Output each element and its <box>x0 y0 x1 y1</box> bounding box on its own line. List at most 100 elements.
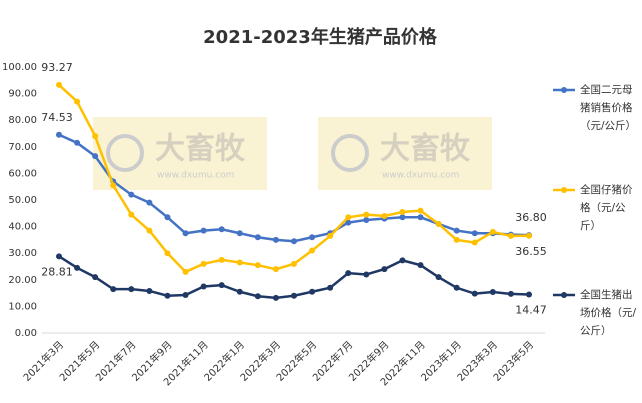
point <box>417 262 424 269</box>
point <box>507 290 514 297</box>
point <box>182 230 189 237</box>
legend-label: 全国仔猪价格（元/公斤） <box>580 184 633 232</box>
point <box>272 236 279 243</box>
point <box>236 259 243 266</box>
point <box>182 268 189 275</box>
point <box>272 294 279 301</box>
point <box>417 207 424 214</box>
y-tick-label: 30.00 <box>8 248 37 259</box>
point <box>399 214 406 221</box>
watermark-brand: 大畜牧 <box>155 132 246 167</box>
data-label: 14.47 <box>515 304 547 317</box>
point <box>128 286 135 293</box>
point <box>182 291 189 298</box>
legend-marker <box>561 187 567 193</box>
point <box>526 232 532 239</box>
watermark-brand: 大畜牧 <box>380 132 471 167</box>
point <box>200 260 207 267</box>
point <box>291 260 297 267</box>
y-tick-label: 20.00 <box>8 275 37 286</box>
point <box>218 226 225 233</box>
point <box>399 208 406 215</box>
point <box>327 284 334 291</box>
data-label: 36.80 <box>515 211 547 224</box>
point <box>345 219 352 226</box>
point <box>110 286 117 293</box>
point <box>453 284 460 291</box>
legend-marker <box>561 87 567 93</box>
y-tick-label: 60.00 <box>8 168 37 179</box>
point <box>92 153 99 160</box>
data-label: 28.81 <box>41 265 73 278</box>
chart-title: 2021-2023年生猪产品价格 <box>203 26 438 48</box>
point <box>291 238 297 245</box>
y-tick-label: 40.00 <box>8 222 37 233</box>
y-tick-label: 90.00 <box>8 89 37 100</box>
point <box>471 290 478 297</box>
watermark-box <box>318 117 492 190</box>
point <box>363 211 370 218</box>
y-tick-label: 10.00 <box>8 301 37 312</box>
point <box>489 289 496 296</box>
point <box>110 182 117 189</box>
point <box>345 270 352 277</box>
data-label: 74.53 <box>41 111 73 124</box>
point <box>200 283 207 290</box>
point <box>74 264 81 271</box>
data-label: 93.27 <box>41 61 73 74</box>
point <box>381 266 388 273</box>
legend-label: 全国生猪出场价格（元/公斤） <box>580 289 637 337</box>
point <box>200 227 207 234</box>
point <box>236 230 243 237</box>
point <box>146 287 153 294</box>
point <box>128 191 135 198</box>
point <box>92 133 99 140</box>
y-tick-label: 0.00 <box>15 328 37 339</box>
watermark-logo <box>106 134 144 172</box>
watermark-logo <box>331 134 369 172</box>
point <box>345 214 352 221</box>
point <box>56 131 62 138</box>
point <box>453 227 460 234</box>
point <box>56 81 62 88</box>
point <box>363 271 370 278</box>
point <box>291 292 297 299</box>
point <box>164 250 171 257</box>
point <box>381 212 388 219</box>
y-tick-label: 50.00 <box>8 195 37 206</box>
y-tick-label: 100.00 <box>2 62 37 73</box>
point <box>435 274 442 281</box>
point <box>164 214 171 221</box>
point <box>272 266 279 273</box>
point <box>92 274 99 281</box>
point <box>254 293 261 300</box>
watermark-url: www.dxumu.com <box>157 171 234 181</box>
point <box>128 211 135 218</box>
point <box>254 262 261 269</box>
point <box>164 292 171 299</box>
point <box>146 199 153 206</box>
point <box>435 220 442 227</box>
legend-label: 全国二元母猪销售价格（元/公斤） <box>580 84 637 132</box>
point <box>218 282 225 289</box>
point <box>507 232 514 239</box>
point <box>399 257 406 264</box>
y-tick-label: 70.00 <box>8 142 37 153</box>
point <box>236 288 243 295</box>
point <box>254 234 261 241</box>
point <box>74 139 81 146</box>
data-label: 36.55 <box>515 245 547 258</box>
point <box>453 236 460 243</box>
watermark-box <box>93 117 267 190</box>
watermark-url: www.dxumu.com <box>382 171 459 181</box>
y-tick-label: 80.00 <box>8 115 37 126</box>
point <box>309 234 316 241</box>
point <box>218 256 225 263</box>
point <box>489 228 496 235</box>
point <box>327 232 334 239</box>
point <box>309 247 316 254</box>
point <box>146 227 153 234</box>
point <box>309 288 316 295</box>
